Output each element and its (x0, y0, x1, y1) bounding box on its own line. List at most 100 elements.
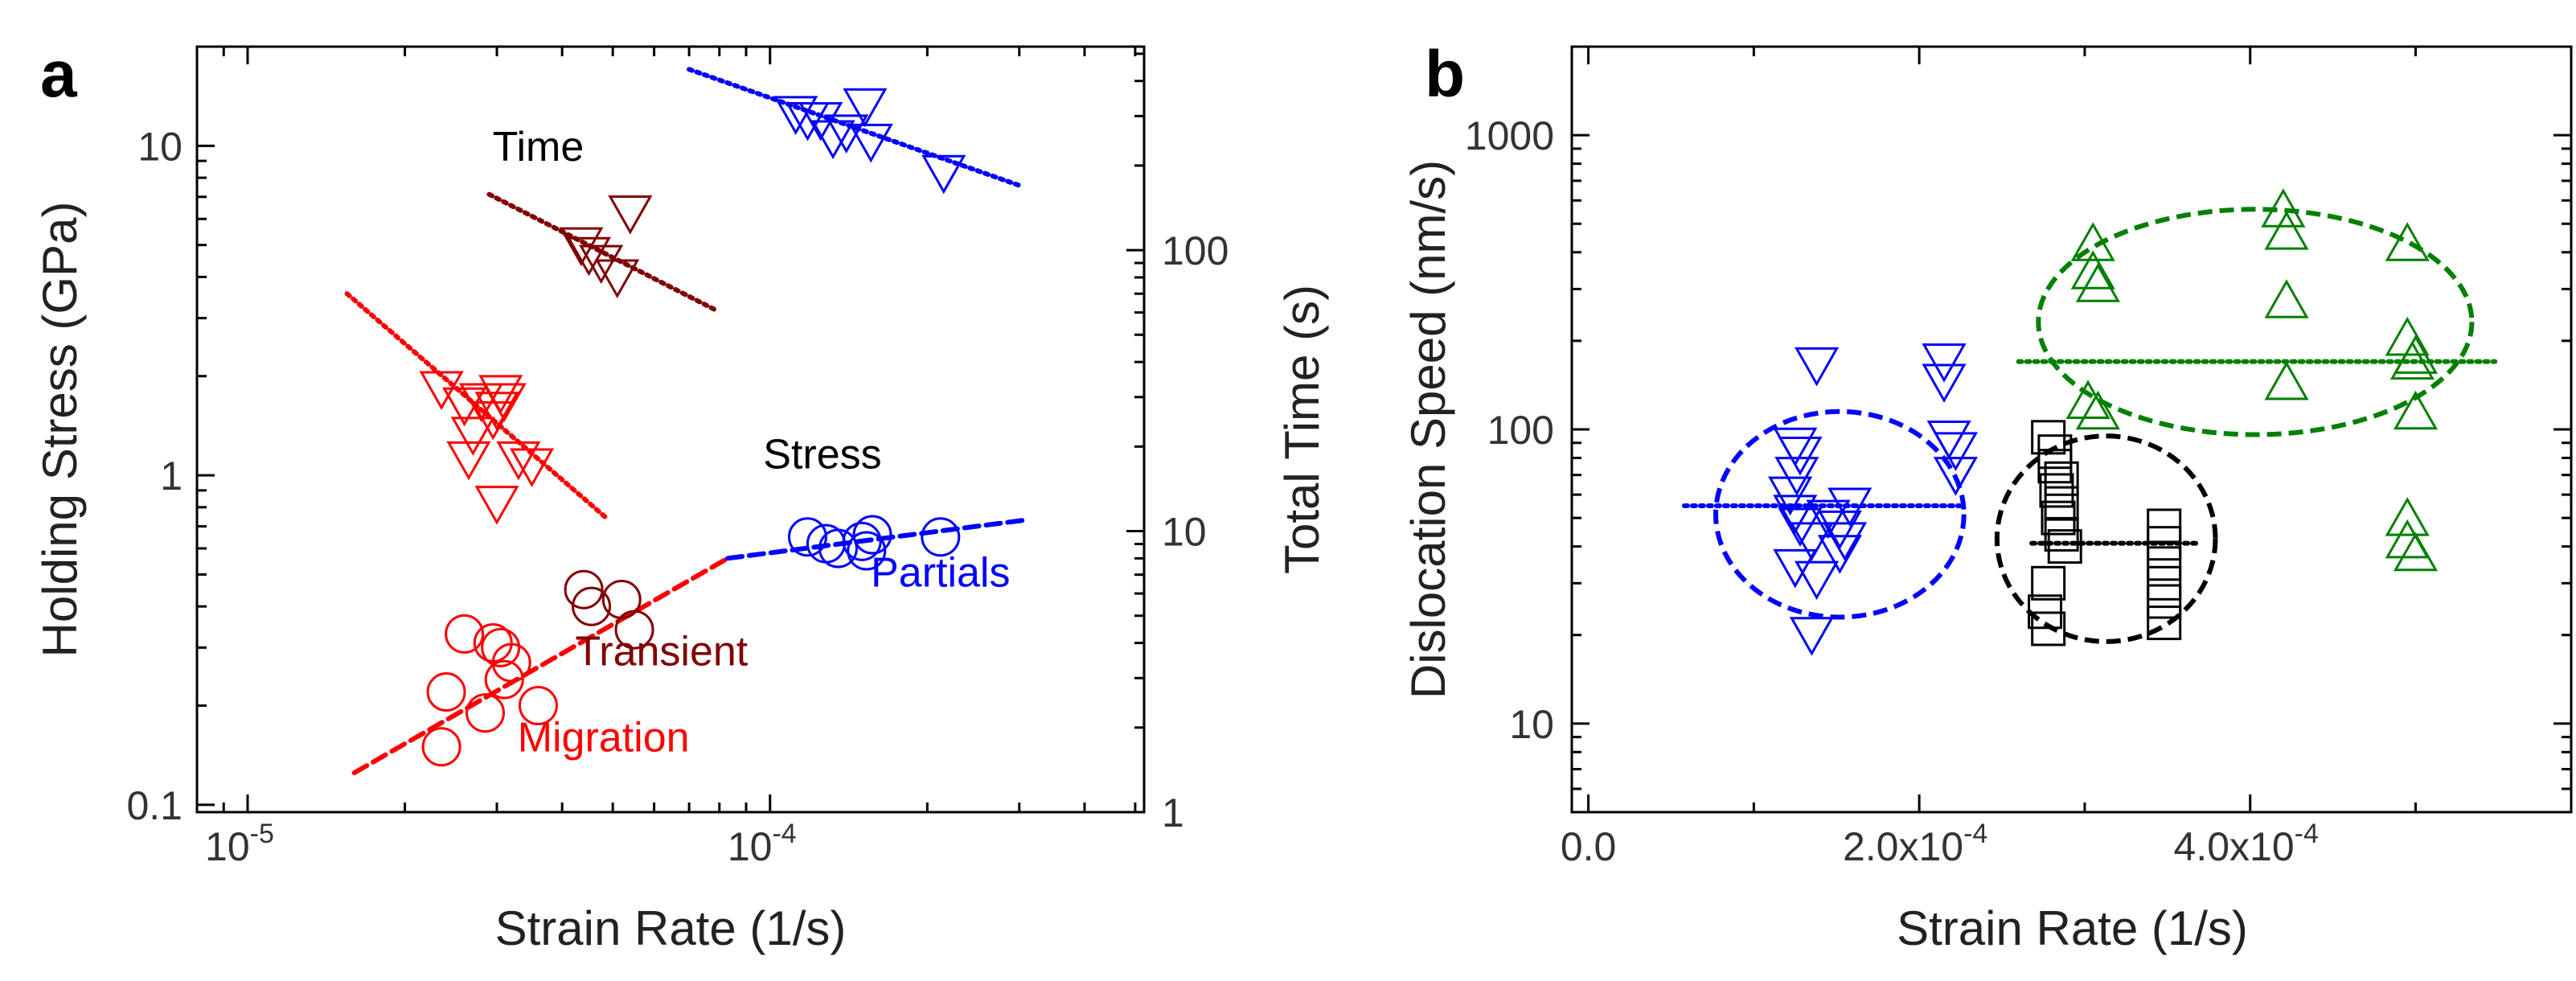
transient-point (2147, 605, 2182, 641)
partials-point (1789, 617, 1834, 656)
migration-point (2385, 222, 2430, 261)
y2-tick-label: 100 (1162, 228, 1229, 273)
migration-time-point (419, 371, 464, 411)
y2-tick-label: 10 (1162, 510, 1207, 555)
y-axis-title: Holding Stress (GPa) (33, 202, 87, 658)
transient-point (2147, 565, 2182, 601)
migration-point (2264, 211, 2309, 250)
panel-b: b 0.0 2.0x10-4 4.0x10-4 10 100 1000 Strain Rate… (1401, 38, 2573, 955)
partials-stress-fit-line (725, 518, 1026, 561)
y-tick-label: 1000 (1465, 113, 1554, 158)
migration-time-point (482, 383, 527, 423)
annotation-transient: Transient (575, 628, 748, 675)
x-axis-title: Strain Rate (1/s) (1897, 901, 2248, 955)
migration-point (2393, 390, 2439, 430)
y2-axis-title: Total Time (s) (1275, 285, 1329, 574)
x-tick-label: 10-5 (205, 819, 274, 869)
migration-time-point (470, 400, 515, 441)
migration-stress-point (518, 686, 558, 726)
migration-point (2065, 380, 2110, 420)
transient-point (2044, 461, 2079, 496)
partials-point (1794, 560, 1840, 601)
transient-time-point (579, 244, 624, 285)
transient-point (2147, 546, 2182, 581)
migration-time-point (509, 448, 555, 488)
migration-time-point (450, 417, 495, 456)
partials-point (1817, 535, 1862, 574)
migration-point (2264, 279, 2309, 318)
partials-stress-point (852, 515, 892, 555)
partials-time-point (848, 123, 893, 163)
transient-point (2031, 565, 2066, 601)
partials-point (1926, 421, 1971, 460)
transient-point (2037, 449, 2073, 484)
migration-point (2070, 222, 2115, 261)
y-tick-label: 10 (1509, 702, 1554, 747)
y-tick-label: 10 (137, 124, 183, 169)
partials-time-fit-line (687, 67, 1022, 188)
y-axis-title: Dislocation Speed (nm/s) (1401, 160, 1455, 699)
panel-label: b (1425, 38, 1465, 111)
y-tick-label: 1 (160, 454, 183, 499)
migration-stress-point (491, 642, 531, 683)
migration-time-fit-line (344, 291, 611, 523)
migration-point (2385, 316, 2430, 356)
transient-time-point (595, 259, 640, 299)
partials-point (1922, 343, 1967, 383)
x-axis-title: Strain Rate (1/s) (495, 901, 847, 955)
transient-point (2147, 584, 2182, 619)
migration-stress-point (484, 659, 524, 700)
partials-point (1794, 347, 1840, 387)
transient-point (2047, 529, 2082, 564)
migration-point (2385, 497, 2430, 536)
migration-stress-point (466, 693, 506, 733)
migration-time-point (474, 392, 519, 431)
y-tick-label: 100 (1487, 408, 1554, 453)
x-tick-label: 4.0x10-4 (2174, 819, 2319, 869)
migration-stress-point (445, 614, 485, 654)
partials-stress-point (921, 517, 961, 557)
migration-time-point (446, 441, 491, 481)
partials-time-point (843, 88, 888, 128)
migration-cluster-ellipse (2036, 207, 2475, 437)
migration-point (2075, 263, 2120, 302)
y2-tick-label: 1 (1162, 790, 1184, 835)
migration-point (2393, 532, 2439, 572)
annotation-stress: Stress (763, 431, 881, 478)
y-tick-label: 0.1 (126, 783, 183, 828)
migration-stress-point (481, 627, 521, 667)
panel-a: a 10-5 10-4 0.1 1 10 1 10 100 Strain Rate (1/s) Ho… (33, 38, 1329, 955)
transient-time-fit-line (486, 191, 720, 314)
migration-point (2264, 360, 2309, 400)
annotation-time: Time (493, 124, 585, 170)
partials-point (1922, 363, 1967, 403)
partials-point (1817, 510, 1862, 550)
transient-point (2044, 516, 2079, 552)
partials-point (1827, 487, 1873, 527)
annotation-migration: Migration (518, 715, 690, 761)
transient-point (2044, 486, 2079, 521)
migration-time-point (496, 441, 541, 481)
partials-stress-point (787, 517, 827, 557)
panel-label: a (40, 38, 78, 111)
partials-point (1778, 437, 1823, 476)
transient-stress-point (564, 569, 604, 610)
partials-stress-point (847, 531, 887, 571)
x-tick-label: 2.0x10-4 (1843, 819, 1987, 869)
x-tick-label: 0.0 (1561, 824, 1617, 869)
transient-stress-point (614, 610, 654, 650)
partials-point (1778, 507, 1823, 548)
migration-point (2075, 390, 2120, 430)
migration-point (2385, 519, 2430, 559)
partials-point (1773, 495, 1818, 534)
transient-point (2147, 508, 2182, 544)
transient-point (2031, 611, 2066, 646)
partials-point (1933, 432, 1978, 471)
partials-stress-point (842, 521, 882, 561)
transient-time-point (608, 195, 653, 235)
partials-point (1822, 522, 1868, 561)
transient-cluster-ellipse (1994, 433, 2218, 644)
partials-point (1774, 457, 1819, 496)
x-tick-label: 10-4 (728, 819, 797, 869)
